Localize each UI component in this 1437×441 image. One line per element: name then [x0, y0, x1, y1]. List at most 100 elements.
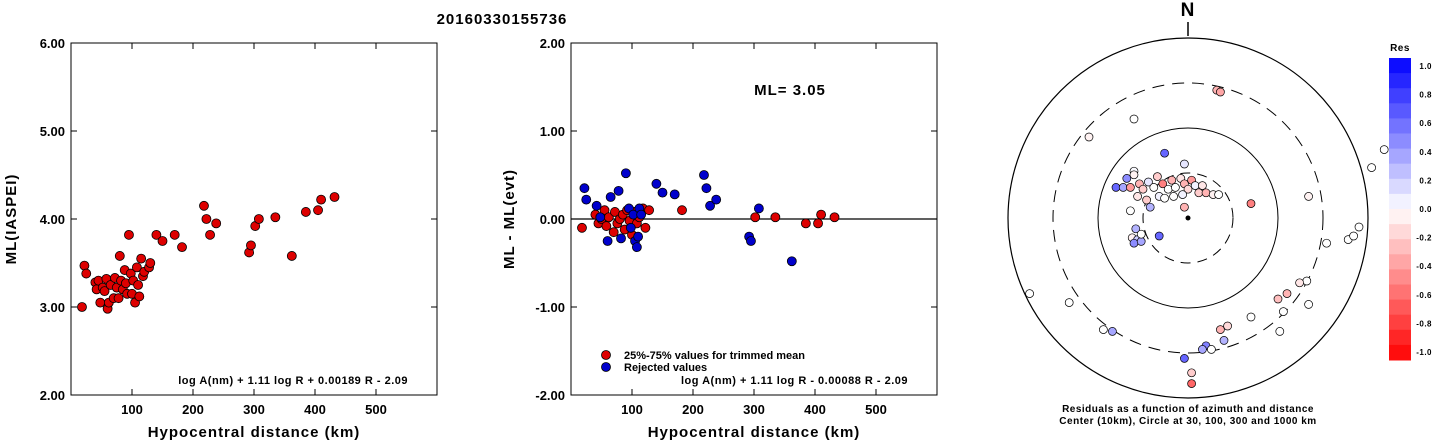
station-marker	[1129, 170, 1139, 180]
station-marker	[1122, 174, 1132, 183]
data-point	[151, 229, 162, 240]
station-marker	[1133, 192, 1142, 201]
data-point	[605, 192, 616, 202]
y-tick-label: 1.00	[540, 124, 565, 139]
x-tick-label: 200	[682, 402, 704, 417]
station-marker	[1275, 327, 1285, 336]
y-tick-label: -1.00	[535, 300, 565, 315]
data-point	[800, 218, 811, 229]
station-marker	[1158, 179, 1168, 189]
data-point	[829, 212, 840, 223]
colorbar-cell	[1389, 58, 1411, 74]
data-point	[746, 236, 756, 246]
colorbar-cell	[1389, 163, 1411, 180]
data-point	[136, 253, 147, 264]
data-point	[699, 170, 709, 180]
data-point	[651, 178, 662, 189]
epicenter-marker	[1185, 215, 1191, 221]
data-point	[621, 168, 631, 179]
data-point	[211, 218, 222, 229]
y-tick-label: 5.00	[40, 124, 65, 139]
data-point	[313, 205, 323, 216]
data-point	[813, 218, 823, 229]
colorbar-cell	[1389, 314, 1411, 331]
station-marker	[1187, 368, 1196, 378]
station-marker	[1138, 184, 1148, 194]
data-point	[636, 209, 647, 220]
station-marker	[1169, 192, 1178, 201]
x-tick-label: 400	[304, 402, 326, 417]
polar-caption-line1: Residuals as a function of azimuth and d…	[1062, 404, 1314, 415]
data-point	[770, 212, 781, 223]
colorbar-cell	[1389, 193, 1411, 210]
colorbar-cell	[1389, 118, 1411, 134]
x-tick-label: 400	[804, 402, 826, 417]
station-marker	[1216, 325, 1225, 334]
station-marker	[1064, 298, 1074, 307]
station-marker	[1111, 183, 1121, 192]
ring-1000km	[1007, 37, 1369, 399]
station-marker	[1160, 148, 1169, 158]
colorbar-cell	[1389, 209, 1411, 225]
station-marker	[1136, 237, 1146, 246]
colorbar-label: -1.0	[1416, 348, 1432, 357]
data-point	[77, 302, 87, 312]
station-marker	[1187, 379, 1196, 388]
data-point	[131, 262, 142, 273]
colorbar-cell	[1389, 344, 1411, 361]
data-point	[599, 205, 610, 216]
y-tick-label: 3.00	[40, 300, 65, 315]
colorbar-label: 1.0	[1419, 62, 1432, 71]
station-marker	[1322, 238, 1331, 248]
data-point	[657, 187, 668, 198]
station-marker	[1178, 190, 1187, 199]
station-marker	[1126, 183, 1135, 192]
x-tick-label: 300	[243, 402, 265, 417]
data-point	[169, 229, 180, 240]
station-marker	[1219, 336, 1229, 345]
plot2-ylabel: ML - ML(evt)	[501, 169, 518, 269]
plot1-ylabel: ML(IASPEI)	[3, 174, 20, 265]
station-marker	[1167, 175, 1177, 185]
data-point	[644, 205, 654, 216]
data-point	[199, 200, 209, 211]
colorbar-cell	[1389, 88, 1411, 104]
azimuth-distance-plot: N Residuals as a function of azimuth and…	[1007, 0, 1389, 427]
legend-label-trimmed: 25%-75% values for trimmed mean	[624, 350, 805, 362]
data-point	[113, 293, 124, 304]
x-tick-label: 100	[121, 402, 143, 417]
data-point	[631, 242, 642, 253]
plot1-xlabel: Hypocentral distance (km)	[148, 424, 361, 441]
station-marker	[1273, 294, 1283, 304]
data-point	[177, 242, 187, 253]
data-point	[270, 212, 281, 223]
station-marker	[1194, 188, 1204, 198]
data-point	[201, 214, 212, 224]
data-point	[205, 229, 215, 240]
station-marker	[1084, 132, 1094, 142]
residual-colorbar: Res 1.0 0.8 0.6 0.4 0.2 0.0 -0.2 -0.4 -0.6 -0.8 -1…	[1389, 43, 1432, 361]
legend-marker-trimmed	[601, 350, 611, 360]
station-marker	[1160, 193, 1169, 203]
data-point	[602, 236, 613, 246]
station-marker	[1163, 184, 1173, 194]
data-point	[114, 251, 125, 261]
colorbar-title: Res	[1390, 43, 1410, 54]
legend-label-rejected: Rejected values	[624, 362, 707, 374]
y-tick-label: 4.00	[40, 212, 65, 227]
station-marker	[1354, 222, 1364, 232]
station-marker	[1136, 229, 1146, 239]
north-label: N	[1181, 0, 1196, 21]
station-marker	[1129, 238, 1139, 248]
station-marker	[1142, 195, 1151, 205]
station-marker	[1367, 163, 1376, 172]
x-tick-label: 500	[865, 402, 887, 417]
station-marker	[1180, 159, 1189, 169]
station-marker	[1131, 224, 1141, 234]
station-marker	[1153, 172, 1162, 181]
plot2-formula: log A(nm) + 1.11 log R - 0.00088 R - 2.0…	[681, 375, 908, 387]
station-marker	[1349, 231, 1358, 241]
station-marker	[1282, 289, 1292, 298]
colorbar-cell	[1389, 148, 1411, 165]
